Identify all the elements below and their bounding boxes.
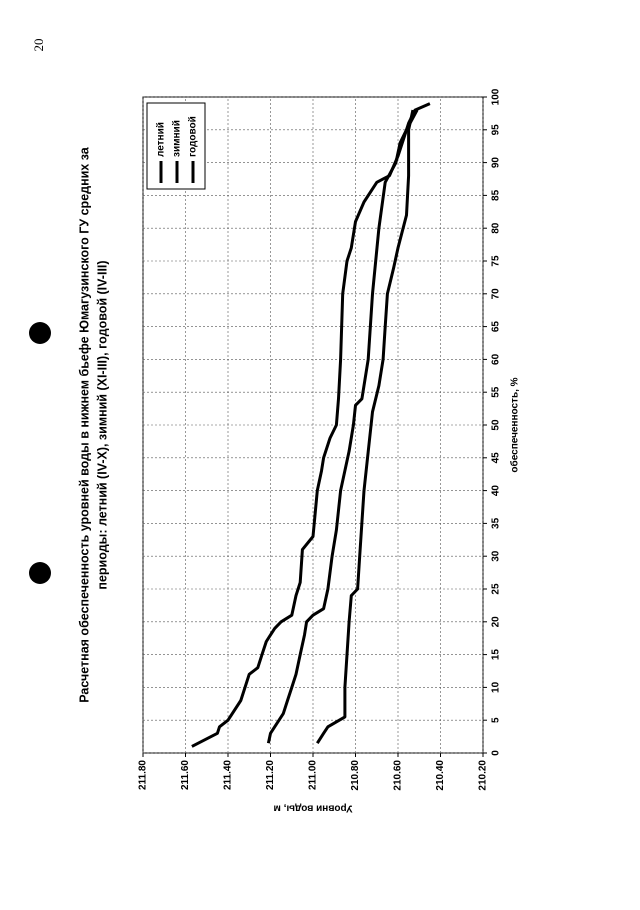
x-tick-label: 100 xyxy=(491,88,502,105)
chart-title: периоды: летний (IV-X), зимний (XI-III),… xyxy=(95,260,109,589)
y-tick-label: 210.40 xyxy=(435,760,446,791)
y-tick-label: 210.80 xyxy=(350,760,361,791)
x-axis-label: обеспеченность, % xyxy=(509,377,521,472)
x-tick-label: 25 xyxy=(491,583,502,595)
legend-label: зимний xyxy=(172,120,183,157)
x-tick-label: 35 xyxy=(491,517,502,529)
x-tick-label: 55 xyxy=(491,386,502,398)
x-tick-label: 30 xyxy=(491,550,502,562)
y-tick-label: 211.00 xyxy=(308,760,319,790)
x-tick-label: 70 xyxy=(491,288,502,300)
y-tick-label: 211.20 xyxy=(265,760,276,790)
x-tick-label: 90 xyxy=(491,157,502,169)
x-tick-label: 10 xyxy=(491,681,502,693)
y-tick-label: 211.40 xyxy=(223,760,234,790)
punch-hole xyxy=(29,562,51,584)
chart-title: Расчетная обеспеченность уровней воды в … xyxy=(77,146,91,703)
y-axis-label: Уровни воды, м xyxy=(273,802,352,813)
punch-hole xyxy=(29,322,51,344)
legend-label: годовой xyxy=(188,116,199,157)
x-tick-label: 65 xyxy=(491,321,502,333)
x-tick-label: 20 xyxy=(491,616,502,628)
x-tick-label: 75 xyxy=(491,255,502,267)
y-tick-label: 211.60 xyxy=(180,760,191,790)
x-tick-label: 0 xyxy=(491,750,502,756)
x-tick-label: 80 xyxy=(491,222,502,234)
x-tick-label: 15 xyxy=(491,649,502,661)
line-series xyxy=(266,109,419,744)
x-tick-label: 60 xyxy=(491,353,502,365)
y-tick-label: 211.80 xyxy=(138,760,149,790)
x-tick-label: 45 xyxy=(491,452,502,464)
y-tick-label: 210.20 xyxy=(478,760,489,791)
x-tick-label: 5 xyxy=(491,717,502,723)
x-tick-label: 40 xyxy=(491,485,502,497)
legend-label: летний xyxy=(156,122,167,157)
x-tick-label: 85 xyxy=(491,189,502,201)
x-tick-label: 95 xyxy=(491,124,502,136)
chart: 210.20 210.40 210.60 210.80 211.00 211.20 211.… xyxy=(77,88,520,813)
x-tick-label: 50 xyxy=(491,419,502,431)
line-series xyxy=(191,102,431,748)
y-tick-label: 210.60 xyxy=(393,760,404,791)
page-number: 20 xyxy=(31,39,46,52)
line-series xyxy=(316,109,415,745)
